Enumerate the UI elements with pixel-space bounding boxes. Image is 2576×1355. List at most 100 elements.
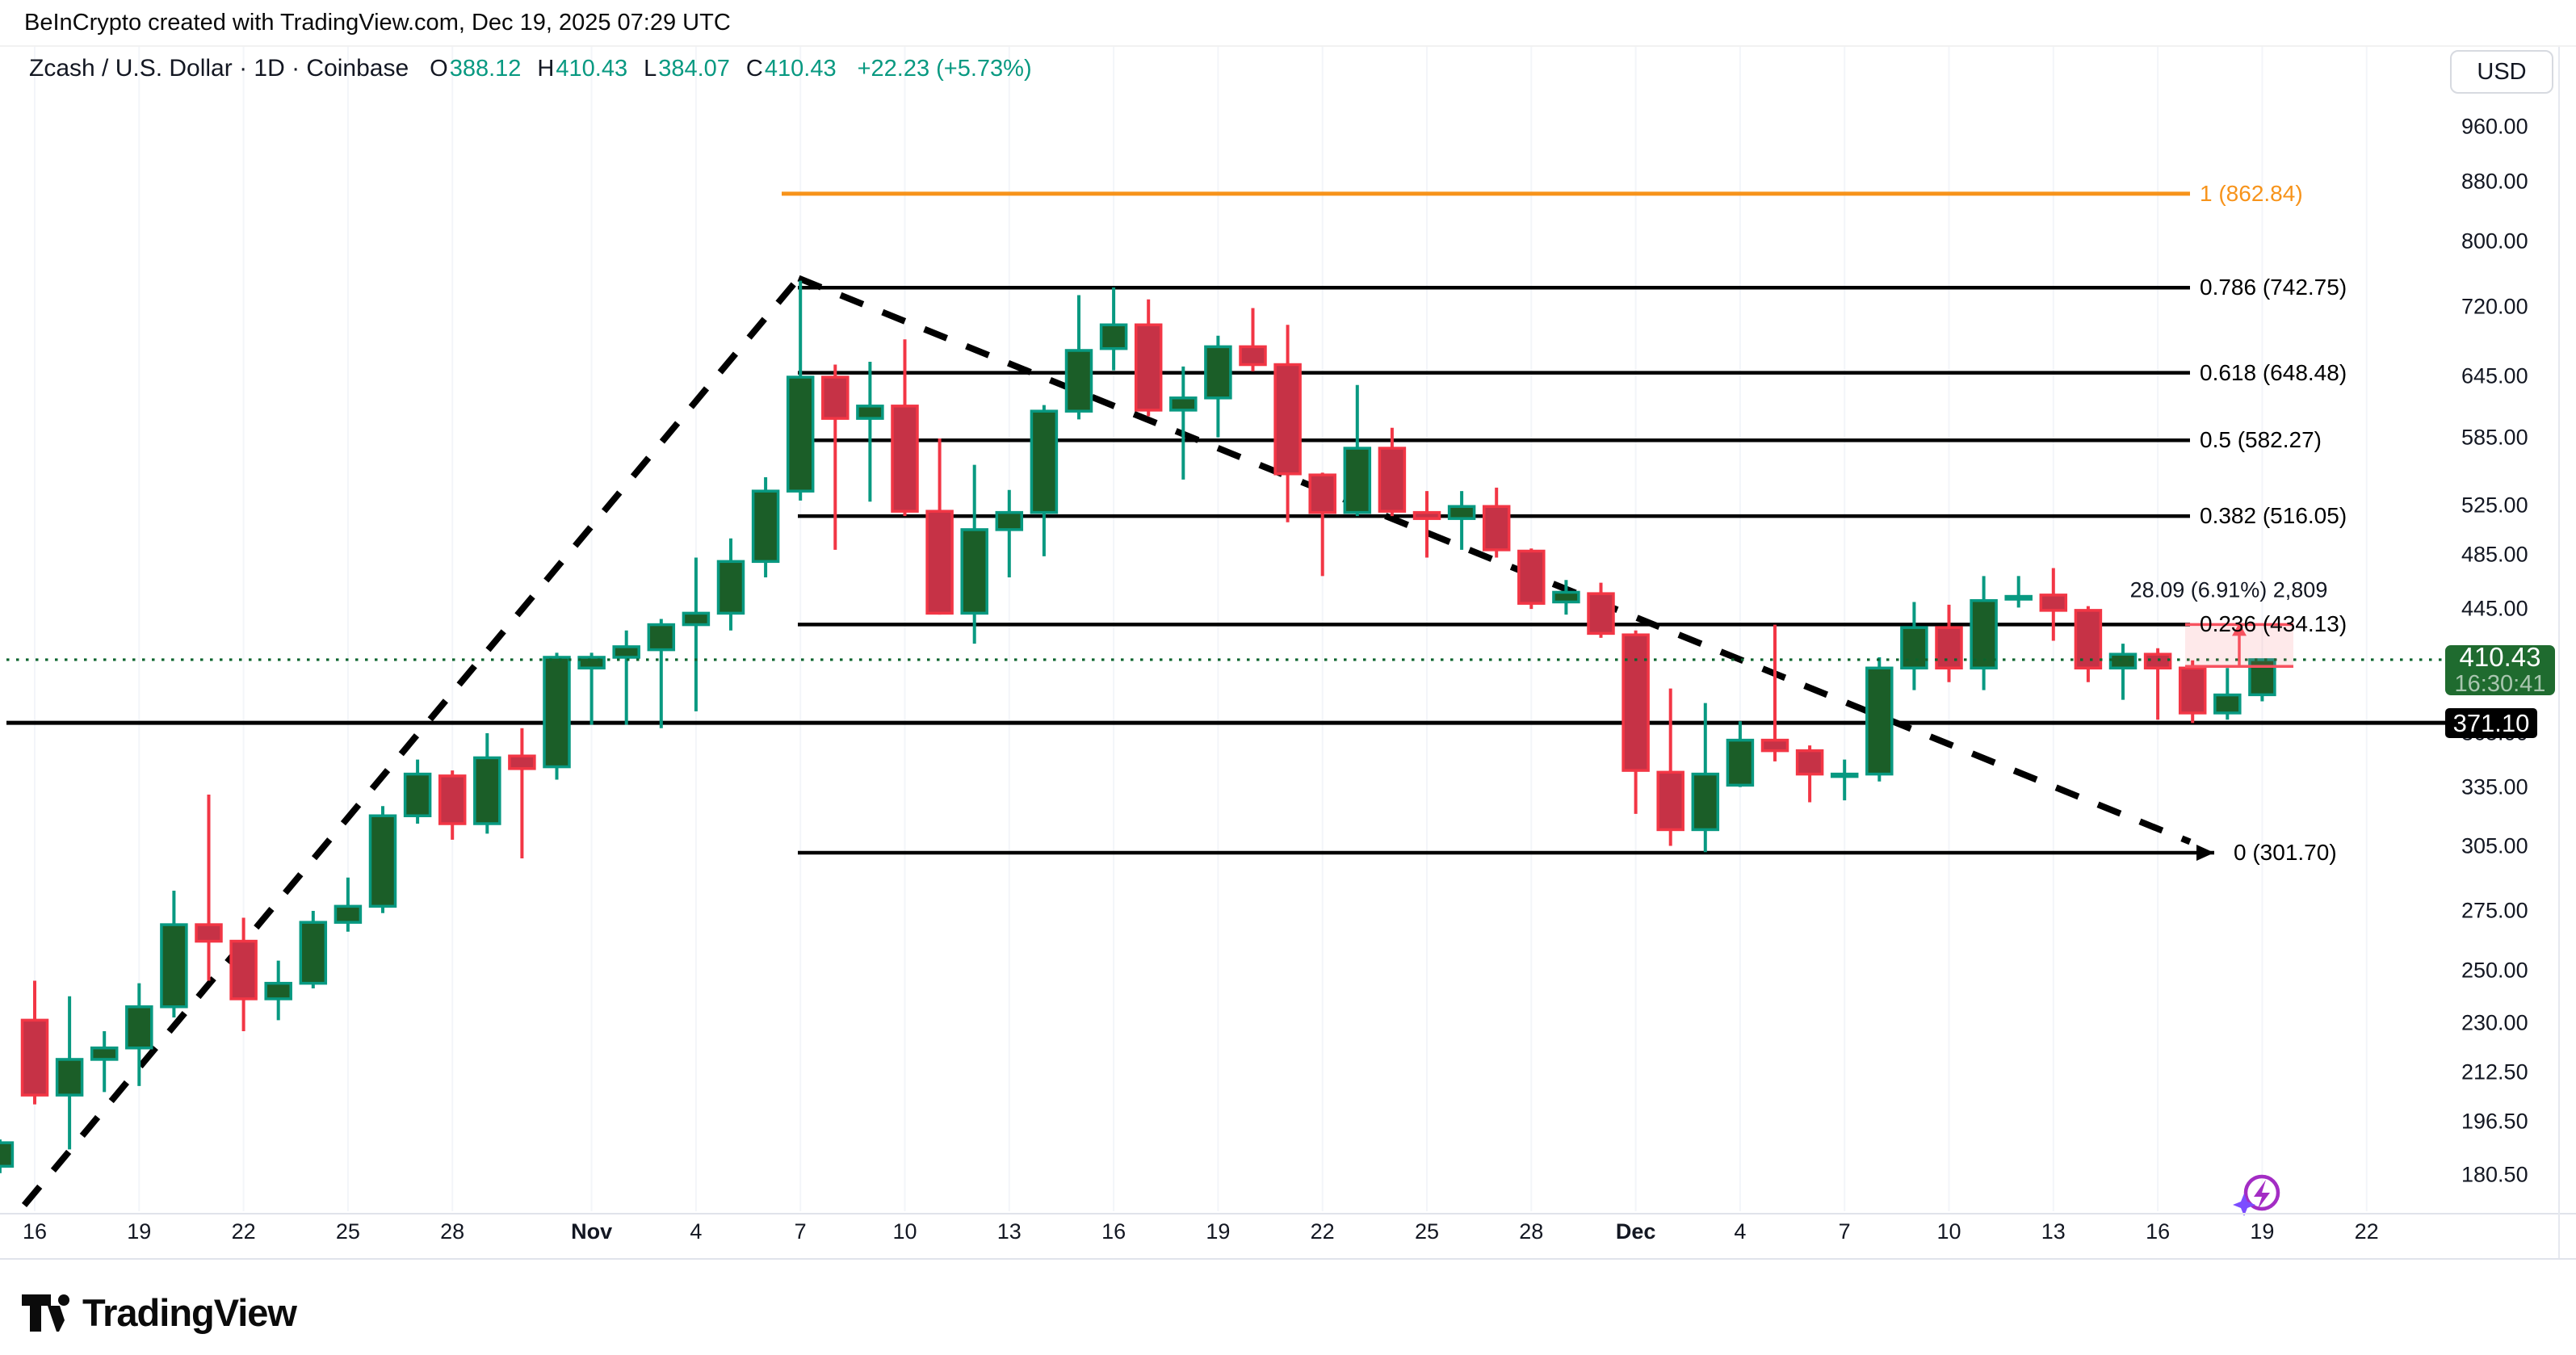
time-label-Dec: Dec (1615, 1219, 1656, 1244)
fib-label-0[interactable]: 0 (301.70) (2234, 839, 2337, 865)
time-label-Nov: Nov (571, 1219, 613, 1244)
price-label-645.00: 645.00 (2461, 363, 2528, 388)
symbol-title[interactable]: Zcash / U.S. Dollar · 1D · Coinbase (29, 55, 409, 82)
price-label-720.00: 720.00 (2461, 294, 2528, 319)
downtrend-line[interactable] (797, 275, 2192, 845)
candle-Nov-10[interactable] (891, 339, 919, 517)
candle-Nov-17[interactable] (1134, 299, 1163, 417)
candle-Nov-30[interactable] (1587, 582, 1615, 638)
candle-Nov-26[interactable] (1447, 491, 1476, 550)
candle-Dec-12[interactable] (2004, 576, 2033, 608)
candle-Dec-1[interactable] (1622, 630, 1650, 814)
candle-Nov-8[interactable] (821, 364, 850, 550)
fib-label-1[interactable]: 1 (862.84) (2200, 180, 2303, 206)
candle-Dec-7[interactable] (1830, 759, 1859, 801)
candle-Oct-21[interactable] (195, 794, 223, 981)
attribution-text: BeInCrypto created with TradingView.com,… (24, 10, 731, 36)
candle-Nov-3[interactable] (647, 619, 676, 728)
fib-label-0.618[interactable]: 0.618 (648.48) (2200, 359, 2347, 385)
time-label-25: 25 (335, 1219, 360, 1244)
last-price-badge[interactable]: 410.43 16:30:41 (2445, 642, 2555, 698)
candle-Oct-23[interactable] (264, 960, 292, 1021)
candle-Dec-17[interactable] (2178, 660, 2207, 724)
candle-Oct-22[interactable] (229, 917, 258, 1031)
candle-Oct-27[interactable] (403, 759, 432, 824)
candle-Nov-2[interactable] (612, 630, 640, 725)
ai-sparkle-icon[interactable] (2233, 1174, 2280, 1216)
candle-Oct-16[interactable] (20, 980, 49, 1105)
candle-Nov-15[interactable] (1064, 295, 1093, 420)
candle-Dec-6[interactable] (1795, 745, 1824, 803)
candle-Nov-21[interactable] (1273, 325, 1302, 522)
time-label-16: 16 (22, 1219, 48, 1244)
candle-Oct-18[interactable] (90, 1030, 119, 1093)
candle-Nov-9[interactable] (856, 361, 884, 502)
candle-Oct-20[interactable] (160, 890, 188, 1018)
candle-Dec-5[interactable] (1760, 624, 1789, 761)
price-label-445.00: 445.00 (2461, 596, 2528, 621)
low-key: L (644, 55, 657, 82)
candle-Nov-25[interactable] (1412, 491, 1441, 558)
candle-Nov-4[interactable] (682, 557, 711, 711)
candle-Oct-24[interactable] (299, 910, 328, 989)
candle-Oct-28[interactable] (438, 770, 467, 840)
price-range-tool[interactable] (2185, 623, 2293, 669)
candle-Oct-17[interactable] (55, 996, 84, 1150)
time-label-7: 7 (794, 1219, 807, 1244)
candle-Oct-25[interactable] (334, 877, 363, 932)
candle-Nov-12[interactable] (960, 464, 988, 644)
candle-Nov-1[interactable] (577, 652, 606, 725)
candle-Nov-28[interactable] (1517, 548, 1546, 610)
candle-Nov-19[interactable] (1204, 335, 1232, 438)
candle-Dec-4[interactable] (1726, 721, 1755, 787)
tradingview-logo[interactable]: TradingView (21, 1290, 297, 1335)
candle-Dec-10[interactable] (1935, 604, 1963, 682)
candle-Dec-18[interactable] (2213, 668, 2242, 720)
time-label-10: 10 (1936, 1219, 1961, 1244)
candle-Oct-29[interactable] (473, 733, 501, 834)
candle-Dec-11[interactable] (1970, 576, 1998, 690)
price-label-196.50: 196.50 (2461, 1109, 2528, 1134)
candle-Nov-7[interactable] (786, 280, 815, 501)
candle-Nov-29[interactable] (1552, 580, 1580, 615)
candle-Nov-14[interactable] (1030, 405, 1059, 556)
candle-Nov-23[interactable] (1343, 384, 1372, 517)
fib-label-0.236[interactable]: 0.236 (434.13) (2200, 611, 2347, 637)
currency-toggle-button[interactable]: USD (2450, 50, 2553, 94)
price-label-525.00: 525.00 (2461, 493, 2528, 518)
candle-Nov-22[interactable] (1308, 472, 1336, 577)
candle-Dec-13[interactable] (2039, 568, 2068, 641)
candle-Nov-11[interactable] (925, 438, 954, 615)
candle-Dec-9[interactable] (1900, 602, 1928, 690)
last-price-value: 410.43 (2459, 642, 2541, 673)
candle-Dec-8[interactable] (1865, 657, 1894, 782)
time-label-25: 25 (1414, 1219, 1440, 1244)
uptrend-line[interactable] (21, 275, 802, 1208)
candlestick-chart[interactable] (0, 0, 2576, 1260)
candle-Dec-14[interactable] (2074, 606, 2103, 682)
candle-Nov-6[interactable] (751, 476, 780, 577)
fib-label-0.5[interactable]: 0.5 (582.27) (2200, 427, 2322, 453)
candle-Nov-16[interactable] (1099, 287, 1128, 371)
candle-Oct-15[interactable] (0, 1139, 15, 1173)
candle-Dec-15[interactable] (2108, 644, 2138, 700)
candle-Nov-5[interactable] (716, 538, 745, 631)
fib-label-0.786[interactable]: 0.786 (742.75) (2200, 275, 2347, 300)
candle-Oct-26[interactable] (368, 806, 397, 913)
bar-countdown: 16:30:41 (2454, 671, 2546, 698)
candle-Dec-3[interactable] (1691, 703, 1720, 853)
price-label-800.00: 800.00 (2461, 229, 2528, 254)
candle-Nov-20[interactable] (1239, 308, 1267, 371)
candle-Oct-19[interactable] (125, 983, 153, 1086)
candle-Dec-2[interactable] (1656, 688, 1684, 846)
candle-Nov-13[interactable] (995, 489, 1024, 577)
candle-Nov-24[interactable] (1378, 427, 1407, 517)
candle-Nov-18[interactable] (1169, 366, 1198, 480)
candle-Oct-30[interactable] (508, 728, 536, 858)
candle-Nov-27[interactable] (1482, 487, 1511, 558)
time-label-22: 22 (231, 1219, 256, 1244)
fib-label-0.382[interactable]: 0.382 (516.05) (2200, 503, 2347, 529)
candle-Oct-31[interactable] (543, 652, 571, 780)
price-label-880.00: 880.00 (2461, 169, 2528, 194)
ray-price-badge[interactable]: 371.10 (2445, 708, 2537, 738)
